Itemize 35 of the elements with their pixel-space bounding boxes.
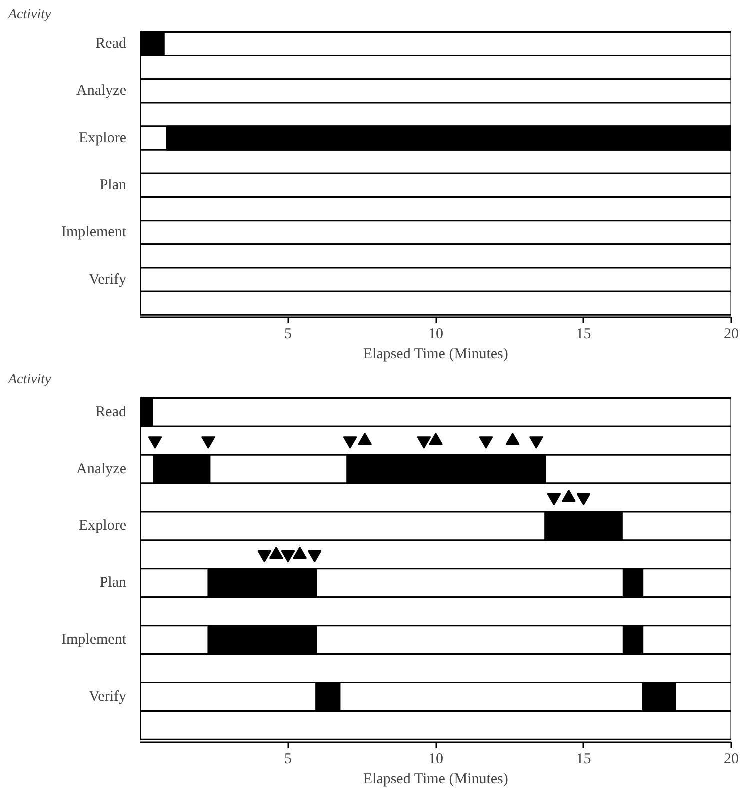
- point: [281, 550, 296, 563]
- point: [529, 436, 544, 449]
- point: [343, 436, 358, 449]
- y-tick-label: Implement: [62, 224, 128, 241]
- y-tick-label: Analyze: [76, 83, 127, 100]
- y-tick-label: Analyze: [76, 461, 127, 478]
- y-tick-label: Read: [96, 404, 127, 420]
- y-tick-label: Read: [96, 36, 127, 52]
- x-tick-label: 15: [576, 326, 592, 342]
- y-tick-label: Verify: [89, 272, 127, 288]
- point: [576, 494, 591, 506]
- x-tick-label: 20: [724, 752, 739, 768]
- x-tick-label: 5: [284, 326, 292, 342]
- y-tick-label: Plan: [100, 575, 127, 592]
- point: [148, 436, 162, 449]
- point: [308, 550, 322, 563]
- point: [258, 550, 272, 563]
- x-tick-label: 10: [428, 326, 444, 342]
- x-tick-label: 10: [428, 752, 444, 768]
- x-tick-label: 20: [724, 326, 739, 342]
- y-tick-label: Plan: [100, 177, 127, 194]
- x-axis-title: Elapsed Time (Minutes): [363, 346, 508, 362]
- x-tick-label: 5: [284, 752, 292, 768]
- x-tick-label: 15: [576, 752, 592, 768]
- y-tick-label: Explore: [79, 518, 127, 534]
- point: [547, 494, 562, 506]
- y-tick-label: Implement: [62, 632, 128, 648]
- y-axis-title: Activity: [8, 372, 52, 388]
- y-axis-title: Activity: [8, 8, 52, 22]
- point: [201, 436, 216, 449]
- point: [417, 436, 432, 449]
- point: [479, 436, 494, 449]
- y-tick-label: Verify: [89, 688, 127, 705]
- y-tick-label: Explore: [79, 130, 127, 146]
- x-axis-title: Elapsed Time (Minutes): [363, 772, 508, 788]
